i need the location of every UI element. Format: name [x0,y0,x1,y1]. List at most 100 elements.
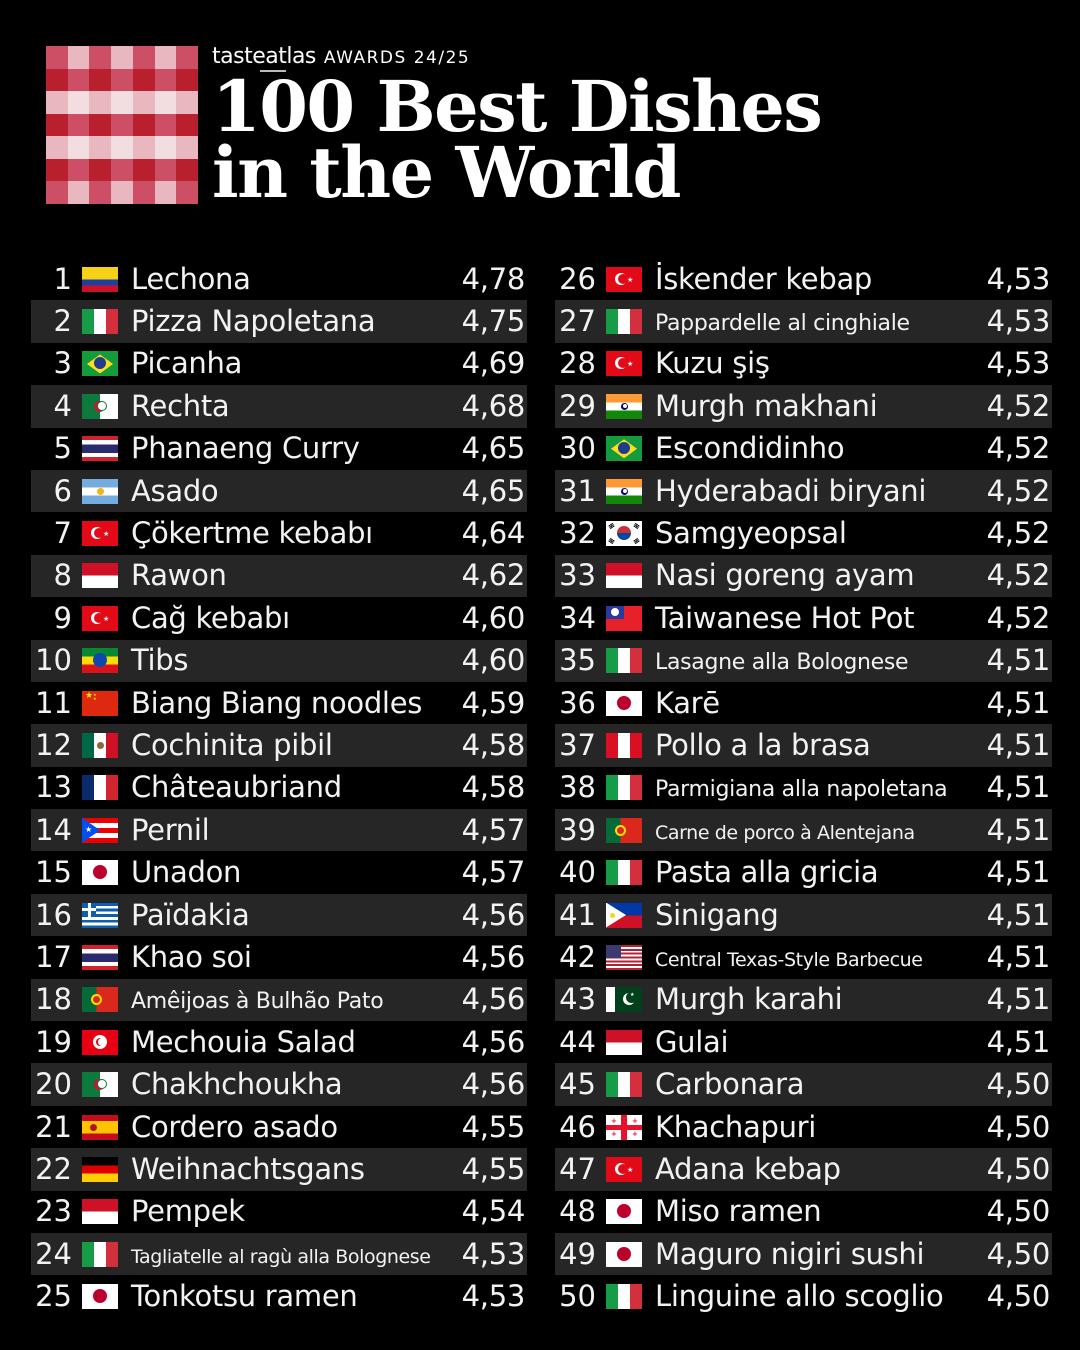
dish-rating: 4,75 [461,304,526,339]
rank-number: 9 [53,600,72,635]
ranking-column-left: 1 Lechona 4,78 2 Pizza Napoletana 4,75 3 Pican… [31,258,527,1318]
thailand-flag-icon [82,944,118,970]
dish-name: Weihnachtsgans [131,1151,365,1186]
gingham-logo-icon [46,46,198,204]
dish-name: Khachapuri [655,1109,817,1144]
pakistan-flag-icon: ★ [606,987,642,1013]
dish-name: Païdakia [131,897,250,932]
page-title: 100 Best Dishes in the World [212,72,823,214]
philippines-flag-icon [606,902,642,928]
dish-name: Picanha [131,346,243,381]
dish-name: Khao soi [131,939,252,974]
ranking-column-right: 26 ★ İskender kebap 4,53 27 Pappardelle al c… [555,258,1052,1318]
dish-rating: 4,52 [986,516,1051,551]
dish-rating: 4,51 [986,770,1051,805]
dish-rating: 4,62 [461,558,526,593]
ranking-row: 49 Maguro nigiri sushi 4,50 [555,1232,1052,1276]
ranking-row: 5 Phanaeng Curry 4,65 [31,428,527,470]
dish-name: Pappardelle al cinghiale [655,310,910,336]
rank-number: 36 [559,685,596,720]
dish-rating: 4,53 [986,304,1051,339]
turkey-flag-icon: ★ [82,605,118,631]
rank-number: 27 [559,304,596,339]
ranking-row: 43 ★ Murgh karahi 4,51 [555,978,1052,1022]
japan-flag-icon [82,860,118,886]
dish-name: Adana kebap [655,1151,841,1186]
china-flag-icon: ★ ★ ★ [82,690,118,716]
dish-rating: 4,56 [461,897,526,932]
dish-rating: 4,54 [461,1194,526,1229]
rank-number: 18 [35,982,72,1017]
tasteatlas-logo: tasteatlas [212,44,316,72]
brand-header: tasteatlas AWARDS 24/25 [212,44,470,72]
italy-flag-icon [82,309,118,335]
dish-name: Phanaeng Curry [131,431,360,466]
title-line-2: in the World [212,131,682,214]
dish-name: Kuzu şiş [655,346,770,381]
japan-flag-icon [606,1241,642,1267]
rank-number: 3 [53,346,72,381]
dish-name: Cağ kebabı [131,600,290,635]
dish-name: Nasi goreng ayam [655,558,915,593]
ranking-row: 44 Gulai 4,51 [555,1021,1052,1063]
turkey-flag-icon: ★ [606,351,642,377]
dish-name: Cordero asado [131,1109,338,1144]
ranking-row: 37 Pollo a la brasa 4,51 [555,724,1052,767]
rank-number: 13 [35,770,72,805]
algeria-flag-icon [82,1072,118,1098]
rank-number: 43 [559,982,596,1017]
dish-rating: 4,56 [461,1067,526,1102]
dish-rating: 4,51 [986,982,1051,1017]
dish-rating: 4,51 [986,939,1051,974]
south-korea-flag-icon [606,521,642,547]
india-flag-icon [606,478,642,504]
dish-rating: 4,60 [461,600,526,635]
rank-number: 23 [35,1194,72,1229]
rank-number: 25 [35,1279,72,1314]
ranking-row: 23 Pempek 4,54 [31,1191,527,1233]
ranking-row: 48 Miso ramen 4,50 [555,1191,1052,1233]
dish-rating: 4,59 [461,685,526,720]
turkey-flag-icon: ★ [606,1156,642,1182]
dish-name: Miso ramen [655,1194,822,1229]
dish-rating: 4,50 [986,1194,1051,1229]
dish-name: Linguine allo scoglio [655,1279,944,1314]
dish-name: Pernil [131,812,210,847]
dish-rating: 4,53 [986,346,1051,381]
dish-name: Pempek [131,1194,245,1229]
rank-number: 12 [35,727,72,762]
dish-name: Lechona [131,261,251,296]
ethiopia-flag-icon [82,648,118,674]
dish-rating: 4,50 [986,1109,1051,1144]
rank-number: 33 [559,558,596,593]
rank-number: 14 [35,812,72,847]
dish-rating: 4,52 [986,558,1051,593]
ranking-row: 26 ★ İskender kebap 4,53 [555,258,1052,300]
ranking-row: 9 ★ Cağ kebabı 4,60 [31,597,527,639]
rank-number: 22 [35,1151,72,1186]
dish-name: Parmigiana alla napoletana [655,776,948,802]
ranking-row: 25 Tonkotsu ramen 4,53 [31,1275,527,1317]
peru-flag-icon [606,732,642,758]
rank-number: 4 [53,388,72,423]
indonesia-flag-icon [606,563,642,589]
ranking-row: 34 Taiwanese Hot Pot 4,52 [555,597,1052,639]
dish-rating: 4,52 [986,473,1051,508]
dish-rating: 4,53 [461,1279,526,1314]
ranking-row: 11 ★ ★ ★ Biang Biang noodles 4,59 [31,682,527,724]
ranking-row: 33 Nasi goreng ayam 4,52 [555,554,1052,598]
italy-flag-icon [606,775,642,801]
dish-rating: 4,55 [461,1109,526,1144]
japan-flag-icon [82,1284,118,1310]
dish-rating: 4,53 [461,1236,526,1271]
colombia-flag-icon [82,266,118,292]
rank-number: 30 [559,431,596,466]
ranking-row: 38 Parmigiana alla napoletana 4,51 [555,767,1052,809]
thailand-flag-icon [82,436,118,462]
dish-rating: 4,78 [461,261,526,296]
dish-rating: 4,69 [461,346,526,381]
rank-number: 15 [35,855,72,890]
rank-number: 34 [559,600,596,635]
dish-name: Carne de porco à Alentejana [655,821,915,844]
dish-name: Murgh makhani [655,388,878,423]
